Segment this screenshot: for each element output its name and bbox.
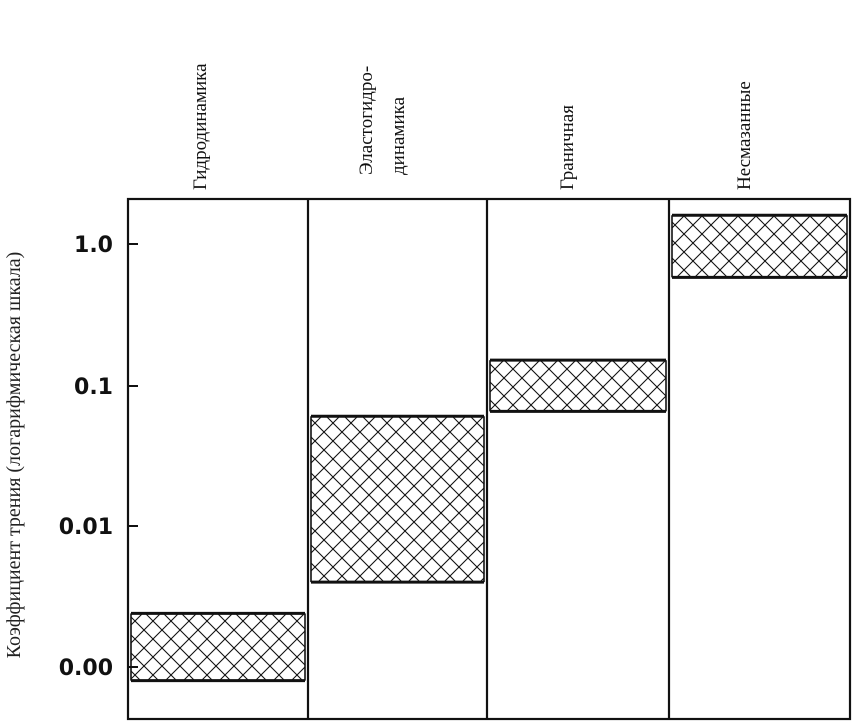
y-tick-label: 1.0 <box>74 233 113 258</box>
category-label: Эластогидро- <box>356 66 377 175</box>
range-band <box>310 414 485 584</box>
y-axis-label: Коэффициент трения (логарифмическая шкал… <box>3 252 25 659</box>
category-label: Несмазанные <box>734 81 755 190</box>
range-band-fill <box>490 360 666 412</box>
range-band <box>130 611 306 683</box>
range-band <box>489 358 667 413</box>
y-tick-label: 0.1 <box>74 375 113 400</box>
plot-border <box>126 197 852 721</box>
y-tick-label: 0.00 <box>59 656 113 681</box>
range-band <box>671 213 848 279</box>
y-tick-label: 0.01 <box>59 515 113 540</box>
category-label: динамика <box>388 96 409 175</box>
range-band-fill <box>311 416 484 583</box>
category-label: Гидродинамика <box>190 63 211 190</box>
category-label: Граничная <box>557 105 578 190</box>
range-band-fill <box>131 613 305 681</box>
range-band-fill <box>672 215 847 278</box>
